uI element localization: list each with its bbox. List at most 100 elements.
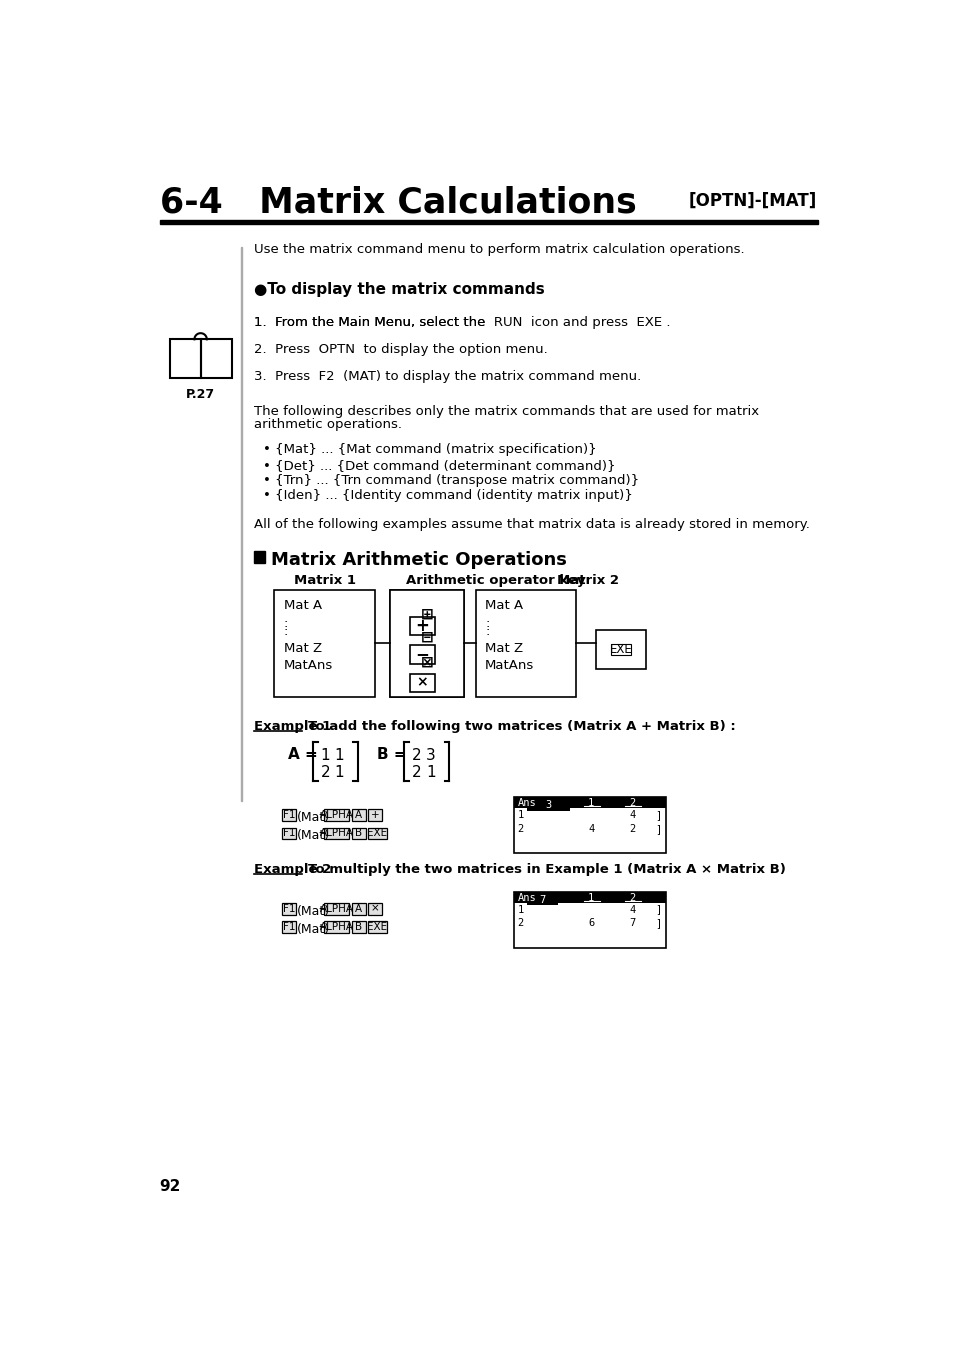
Bar [159, 220, 818, 224]
Bar [170, 339, 200, 377]
Text: Mat A: Mat A [484, 599, 522, 612]
Text: 6: 6 [587, 918, 594, 929]
Text: EXE: EXE [609, 644, 632, 656]
Text: arithmetic operations.: arithmetic operations. [253, 418, 401, 431]
Text: • {Trn} ... {Trn command (transpose matrix command)}: • {Trn} ... {Trn command (transpose matr… [262, 475, 639, 487]
Text: ]: ] [655, 904, 661, 914]
Text: (Mat): (Mat) [296, 811, 330, 823]
Text: ALPHA: ALPHA [319, 903, 354, 914]
Bar [390, 589, 464, 698]
Text: F1: F1 [282, 922, 294, 933]
Text: 2: 2 [517, 823, 523, 834]
Text: (Mat): (Mat) [296, 923, 330, 936]
Text: Arithmetic operator key: Arithmetic operator key [406, 575, 585, 587]
Text: F1: F1 [282, 903, 294, 914]
Bar [323, 922, 349, 933]
Text: ⊠: ⊠ [420, 654, 433, 669]
Bar [241, 247, 242, 802]
Text: 2: 2 [629, 823, 635, 834]
Text: Mat A: Mat A [283, 599, 321, 612]
Text: ALPHA: ALPHA [319, 810, 354, 819]
Bar [416, 607, 436, 622]
Text: F1: F1 [282, 810, 294, 819]
Text: MatAns: MatAns [484, 658, 534, 672]
Text: Matrix 2: Matrix 2 [557, 575, 618, 587]
Text: 3: 3 [545, 800, 551, 810]
Bar [282, 922, 295, 933]
Text: B: B [355, 922, 362, 933]
Text: 2: 2 [412, 748, 421, 764]
Text: ]: ] [655, 918, 661, 929]
Text: :: : [283, 618, 288, 630]
Bar [352, 808, 365, 821]
Bar [410, 617, 435, 635]
Bar [526, 895, 558, 906]
Bar [368, 808, 381, 821]
Bar [323, 903, 349, 914]
Text: 1: 1 [426, 765, 436, 780]
Bar [514, 892, 665, 903]
Text: 92: 92 [159, 1179, 181, 1194]
Text: Mat Z: Mat Z [283, 642, 321, 654]
Bar [410, 673, 435, 692]
Text: Mat Z: Mat Z [484, 642, 522, 654]
Text: [OPTN]-[MAT]: [OPTN]-[MAT] [688, 192, 816, 210]
Text: (Mat): (Mat) [296, 829, 330, 842]
Bar [416, 630, 436, 645]
Bar [282, 808, 295, 821]
Text: 4: 4 [629, 904, 635, 914]
Text: :: : [484, 618, 489, 630]
Text: :: : [484, 625, 489, 638]
Text: 7: 7 [538, 895, 545, 904]
Text: 1: 1 [587, 892, 594, 903]
Text: 1: 1 [587, 798, 594, 808]
Text: 1: 1 [517, 810, 523, 819]
Text: B =: B = [377, 748, 407, 763]
Text: 2: 2 [629, 798, 635, 808]
Text: −: − [415, 645, 429, 664]
Text: Matrix Arithmetic Operations: Matrix Arithmetic Operations [271, 552, 566, 569]
Text: 2.  Press  OPTN  to display the option menu.: 2. Press OPTN to display the option menu… [253, 343, 547, 356]
Text: MatAns: MatAns [283, 658, 333, 672]
Text: ]: ] [655, 810, 661, 819]
Bar [410, 645, 435, 664]
Text: 2: 2 [629, 892, 635, 903]
Bar [253, 552, 265, 564]
Bar [274, 589, 375, 698]
Text: +: + [371, 810, 379, 819]
Text: The following describes only the matrix commands that are used for matrix: The following describes only the matrix … [253, 404, 759, 418]
Text: ●To display the matrix commands: ●To display the matrix commands [253, 281, 544, 296]
Bar [416, 654, 436, 669]
Bar [368, 827, 386, 840]
Bar [610, 645, 631, 654]
Bar [352, 922, 365, 933]
Text: ×: × [370, 903, 379, 914]
Text: 7: 7 [629, 918, 635, 929]
Text: B: B [355, 829, 362, 838]
Text: 6-4   Matrix Calculations: 6-4 Matrix Calculations [159, 185, 636, 219]
Bar [596, 630, 645, 669]
Text: To multiply the two matrices in Example 1 (Matrix A × Matrix B): To multiply the two matrices in Example … [308, 863, 785, 876]
Bar [200, 339, 232, 377]
Bar [282, 827, 295, 840]
Text: 2: 2 [412, 765, 421, 780]
Text: +: + [415, 617, 429, 635]
Text: 4: 4 [629, 810, 635, 819]
Text: Example 2: Example 2 [253, 863, 331, 876]
Text: F1: F1 [282, 829, 294, 838]
Text: (Mat): (Mat) [296, 904, 330, 918]
Text: 1.  From the Main Menu, select the  RUN  icon and press  EXE .: 1. From the Main Menu, select the RUN ic… [253, 316, 670, 330]
Bar [352, 827, 365, 840]
Bar [323, 827, 349, 840]
Bar [352, 903, 365, 914]
Text: All of the following examples assume that matrix data is already stored in memor: All of the following examples assume tha… [253, 518, 809, 531]
Bar [526, 800, 569, 811]
Text: 4: 4 [587, 823, 594, 834]
Text: ×: × [416, 676, 428, 690]
Text: Matrix 1: Matrix 1 [294, 575, 355, 587]
Text: • {Mat} ... {Mat command (matrix specification)}: • {Mat} ... {Mat command (matrix specifi… [262, 443, 596, 456]
Text: 3: 3 [426, 748, 436, 764]
Bar [514, 892, 665, 948]
Text: Ans: Ans [517, 798, 536, 808]
Bar [476, 589, 576, 698]
